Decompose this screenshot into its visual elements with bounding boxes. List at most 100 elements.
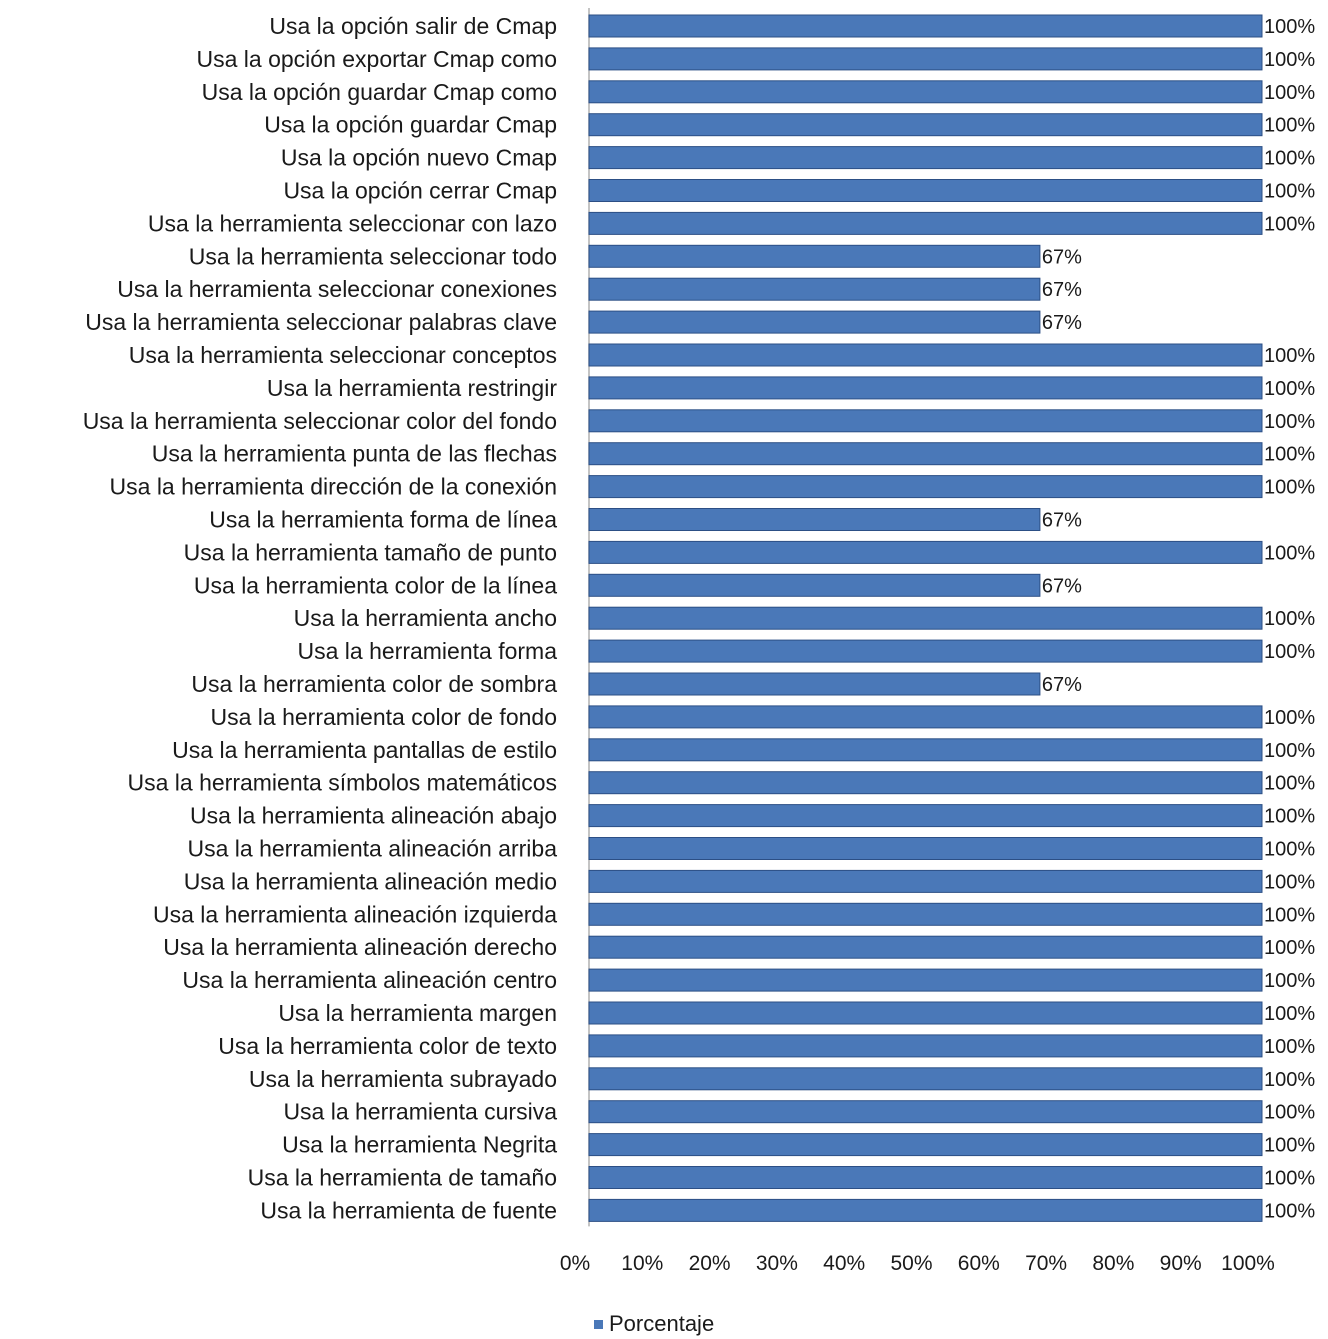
category-label: Usa la herramienta seleccionar todo bbox=[189, 243, 557, 269]
bar bbox=[588, 244, 1041, 268]
category-label: Usa la herramienta dirección de la conex… bbox=[110, 474, 557, 500]
data-label: 100% bbox=[1264, 49, 1315, 71]
category-label: Usa la herramienta seleccionar conexione… bbox=[117, 276, 557, 302]
bar bbox=[588, 146, 1263, 170]
data-label: 100% bbox=[1264, 707, 1315, 729]
legend-swatch bbox=[594, 1320, 603, 1329]
bar bbox=[588, 968, 1263, 992]
data-label: 100% bbox=[1264, 871, 1315, 893]
category-label: Usa la herramienta color de fondo bbox=[211, 704, 557, 730]
bar bbox=[588, 343, 1263, 367]
data-label: 100% bbox=[1264, 1135, 1315, 1157]
category-label: Usa la opción guardar Cmap bbox=[264, 112, 557, 138]
category-label: Usa la herramienta cursiva bbox=[283, 1099, 557, 1125]
category-label: Usa la herramienta alineación izquierda bbox=[153, 901, 557, 927]
data-label: 100% bbox=[1264, 411, 1315, 433]
data-label: 100% bbox=[1264, 839, 1315, 861]
legend-label: Porcentaje bbox=[609, 1311, 714, 1336]
data-label: 100% bbox=[1264, 82, 1315, 104]
bar bbox=[588, 1198, 1263, 1222]
bar bbox=[588, 1166, 1263, 1189]
category-label: Usa la herramienta alineación derecho bbox=[163, 934, 557, 960]
bar bbox=[588, 442, 1263, 466]
category-label: Usa la herramienta de fuente bbox=[260, 1197, 557, 1223]
bar bbox=[588, 1067, 1263, 1091]
x-tick-label: 40% bbox=[823, 1252, 865, 1275]
bar bbox=[588, 606, 1263, 630]
data-label: 100% bbox=[1264, 148, 1315, 170]
bar bbox=[588, 573, 1041, 597]
data-label: 67% bbox=[1042, 674, 1082, 696]
bar bbox=[588, 771, 1263, 795]
data-label: 67% bbox=[1042, 312, 1082, 334]
data-label: 100% bbox=[1264, 444, 1315, 466]
data-label: 100% bbox=[1264, 542, 1315, 564]
category-label: Usa la herramienta color de sombra bbox=[191, 671, 557, 697]
data-label: 100% bbox=[1264, 937, 1315, 959]
bar bbox=[588, 211, 1263, 235]
category-label: Usa la opción nuevo Cmap bbox=[281, 145, 557, 171]
bar bbox=[588, 277, 1041, 301]
bar bbox=[588, 639, 1263, 663]
category-label: Usa la herramienta ancho bbox=[294, 605, 557, 631]
data-label: 100% bbox=[1264, 608, 1315, 630]
category-label: Usa la herramienta seleccionar palabras … bbox=[85, 309, 557, 335]
data-label: 100% bbox=[1264, 1102, 1315, 1124]
bar bbox=[588, 14, 1263, 38]
data-label: 100% bbox=[1264, 378, 1315, 400]
x-tick-label: 70% bbox=[1025, 1252, 1067, 1275]
bar bbox=[588, 1100, 1263, 1124]
data-label: 100% bbox=[1264, 641, 1315, 663]
category-label: Usa la herramienta Negrita bbox=[282, 1132, 557, 1158]
data-label: 100% bbox=[1264, 773, 1315, 795]
bar bbox=[588, 540, 1263, 564]
bar bbox=[588, 1034, 1263, 1058]
data-label: 100% bbox=[1264, 16, 1315, 38]
x-tick-label: 0% bbox=[560, 1252, 590, 1275]
data-label: 100% bbox=[1264, 213, 1315, 235]
data-label: 100% bbox=[1264, 806, 1315, 828]
category-label: Usa la opción exportar Cmap como bbox=[197, 46, 558, 72]
category-label: Usa la herramienta color de texto bbox=[218, 1033, 557, 1059]
bar bbox=[588, 508, 1041, 531]
data-label: 100% bbox=[1264, 477, 1315, 499]
bar bbox=[588, 804, 1263, 828]
category-label: Usa la opción cerrar Cmap bbox=[283, 178, 557, 204]
data-label: 100% bbox=[1264, 1200, 1315, 1222]
category-label: Usa la opción guardar Cmap como bbox=[202, 79, 557, 105]
category-label: Usa la herramienta subrayado bbox=[249, 1066, 557, 1092]
bar bbox=[588, 113, 1263, 137]
bar bbox=[588, 869, 1263, 893]
data-label: 100% bbox=[1264, 345, 1315, 367]
data-label: 100% bbox=[1264, 1036, 1315, 1058]
category-label: Usa la herramienta margen bbox=[278, 1000, 557, 1026]
data-label: 67% bbox=[1042, 510, 1082, 532]
x-tick-label: 30% bbox=[756, 1252, 798, 1275]
category-label: Usa la herramienta símbolos matemáticos bbox=[128, 770, 558, 796]
category-label: Usa la herramienta color de la línea bbox=[194, 572, 557, 598]
bar bbox=[588, 837, 1263, 860]
category-label: Usa la herramienta restringir bbox=[267, 375, 558, 401]
x-tick-label: 60% bbox=[958, 1252, 1000, 1275]
x-tick-label: 20% bbox=[689, 1252, 731, 1275]
category-label: Usa la herramienta tamaño de punto bbox=[184, 539, 557, 565]
data-label: 100% bbox=[1264, 970, 1315, 992]
data-label: 100% bbox=[1264, 115, 1315, 137]
data-label: 100% bbox=[1264, 740, 1315, 762]
category-label: Usa la herramienta forma bbox=[298, 638, 558, 664]
bar bbox=[588, 376, 1263, 400]
bar bbox=[588, 47, 1263, 71]
x-tick-label: 80% bbox=[1092, 1252, 1134, 1275]
category-label: Usa la herramienta de tamaño bbox=[248, 1165, 557, 1191]
bar bbox=[588, 1001, 1263, 1025]
bar bbox=[588, 475, 1263, 499]
category-label: Usa la opción salir de Cmap bbox=[269, 13, 557, 39]
x-tick-label: 50% bbox=[890, 1252, 932, 1275]
data-label: 67% bbox=[1042, 279, 1082, 301]
data-label: 100% bbox=[1264, 1168, 1315, 1190]
category-label: Usa la herramienta alineación medio bbox=[184, 868, 557, 894]
data-label: 100% bbox=[1264, 181, 1315, 203]
bar bbox=[588, 672, 1041, 696]
x-tick-label: 100% bbox=[1221, 1252, 1275, 1275]
